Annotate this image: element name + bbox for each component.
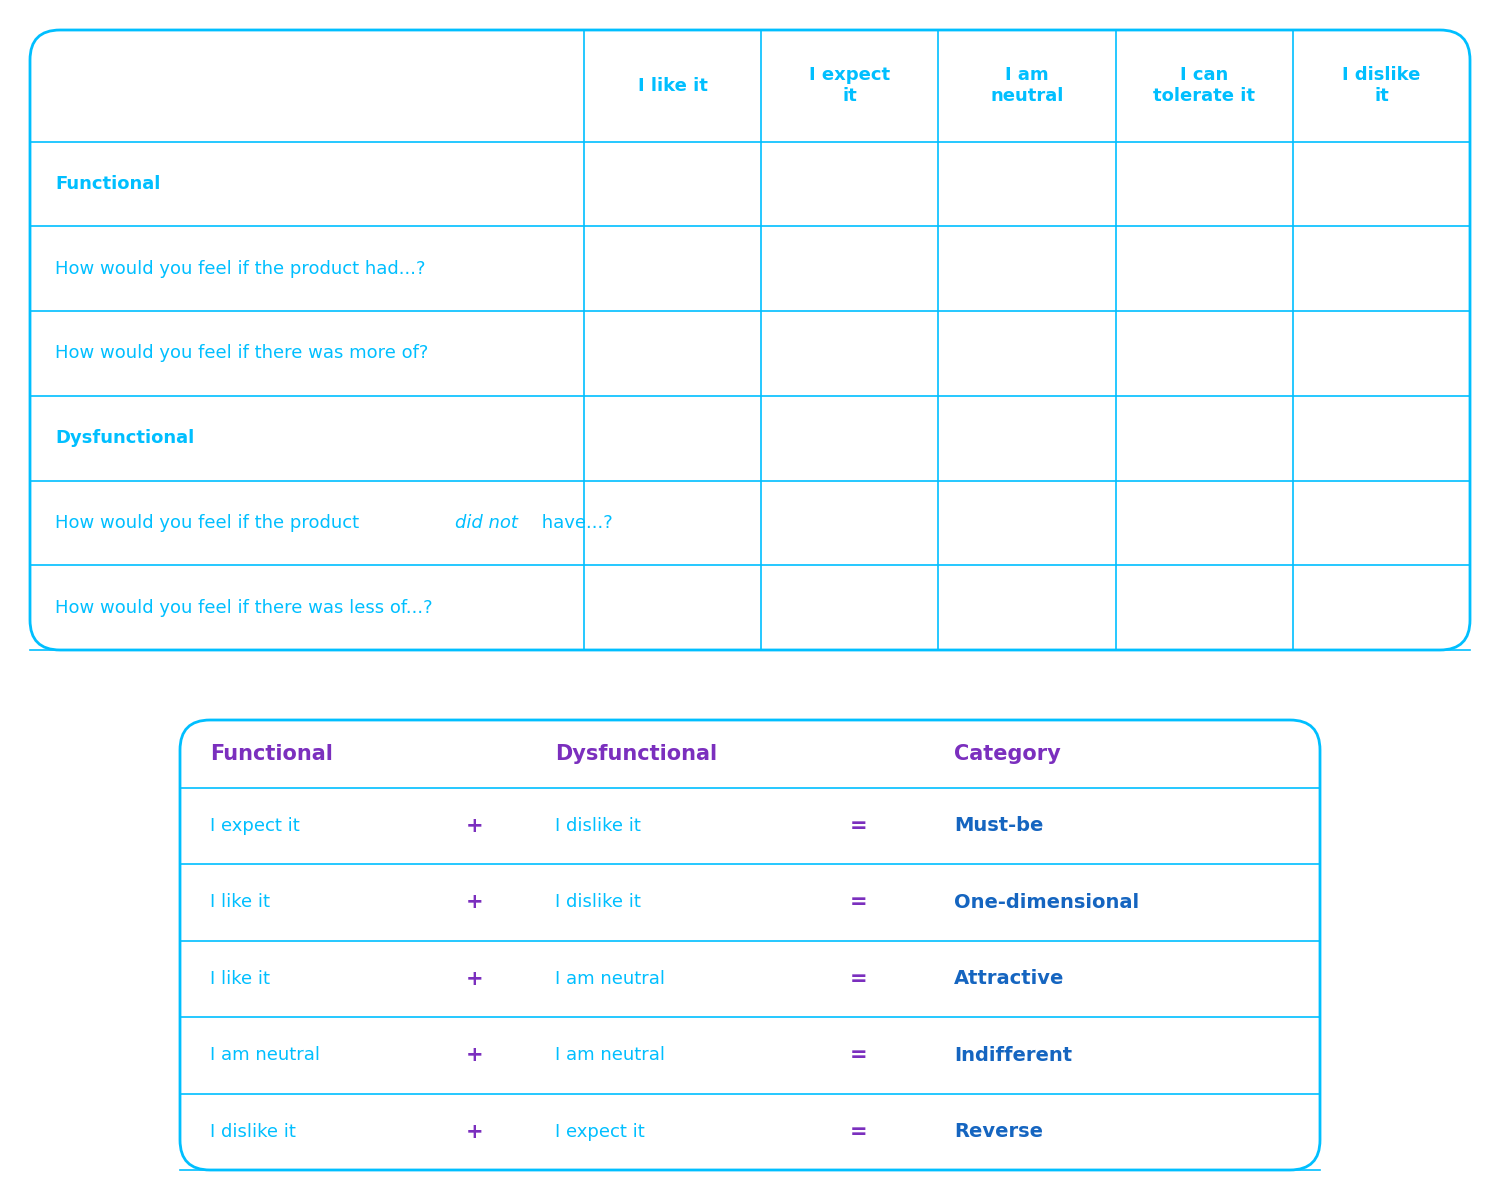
FancyBboxPatch shape: [180, 720, 1320, 1170]
Text: How would you feel if there was more of?: How would you feel if there was more of?: [56, 344, 429, 362]
Text: Dysfunctional: Dysfunctional: [56, 430, 195, 448]
Text: =: =: [850, 1045, 868, 1066]
Text: I can
tolerate it: I can tolerate it: [1154, 66, 1256, 106]
Text: Dysfunctional: Dysfunctional: [555, 744, 717, 763]
Text: +: +: [466, 816, 484, 835]
Text: =: =: [850, 893, 868, 912]
Text: I dislike it: I dislike it: [555, 893, 640, 911]
Text: +: +: [466, 1045, 484, 1066]
Text: I am
neutral: I am neutral: [990, 66, 1064, 106]
Text: I dislike it: I dislike it: [210, 1123, 296, 1141]
Text: How would you feel if the product had...?: How would you feel if the product had...…: [56, 259, 426, 277]
Text: How would you feel if there was less of...?: How would you feel if there was less of.…: [56, 599, 432, 617]
Text: I like it: I like it: [210, 970, 270, 988]
FancyBboxPatch shape: [30, 30, 1470, 650]
Text: One-dimensional: One-dimensional: [954, 893, 1138, 912]
Text: I expect it: I expect it: [210, 817, 300, 835]
Text: I like it: I like it: [638, 77, 708, 95]
Text: =: =: [850, 1122, 868, 1141]
Text: =: =: [850, 968, 868, 989]
Text: did not: did not: [454, 514, 518, 532]
Text: +: +: [466, 968, 484, 989]
Text: I dislike it: I dislike it: [555, 817, 640, 835]
Text: I like it: I like it: [210, 893, 270, 911]
Text: +: +: [466, 1122, 484, 1141]
Text: I expect
it: I expect it: [808, 66, 891, 106]
Text: I dislike
it: I dislike it: [1342, 66, 1420, 106]
Text: Functional: Functional: [210, 744, 333, 763]
Text: I expect it: I expect it: [555, 1123, 645, 1141]
Text: Must-be: Must-be: [954, 816, 1044, 835]
Text: I am neutral: I am neutral: [555, 1046, 664, 1064]
Text: +: +: [466, 893, 484, 912]
Text: Indifferent: Indifferent: [954, 1045, 1072, 1064]
Text: =: =: [850, 816, 868, 835]
Text: have...?: have...?: [536, 514, 612, 532]
Text: I am neutral: I am neutral: [210, 1046, 320, 1064]
Text: Category: Category: [954, 744, 1060, 763]
Text: Functional: Functional: [56, 175, 160, 193]
Text: Attractive: Attractive: [954, 970, 1065, 989]
Text: Reverse: Reverse: [954, 1122, 1042, 1141]
Text: I am neutral: I am neutral: [555, 970, 664, 988]
Text: How would you feel if the product: How would you feel if the product: [56, 514, 364, 532]
